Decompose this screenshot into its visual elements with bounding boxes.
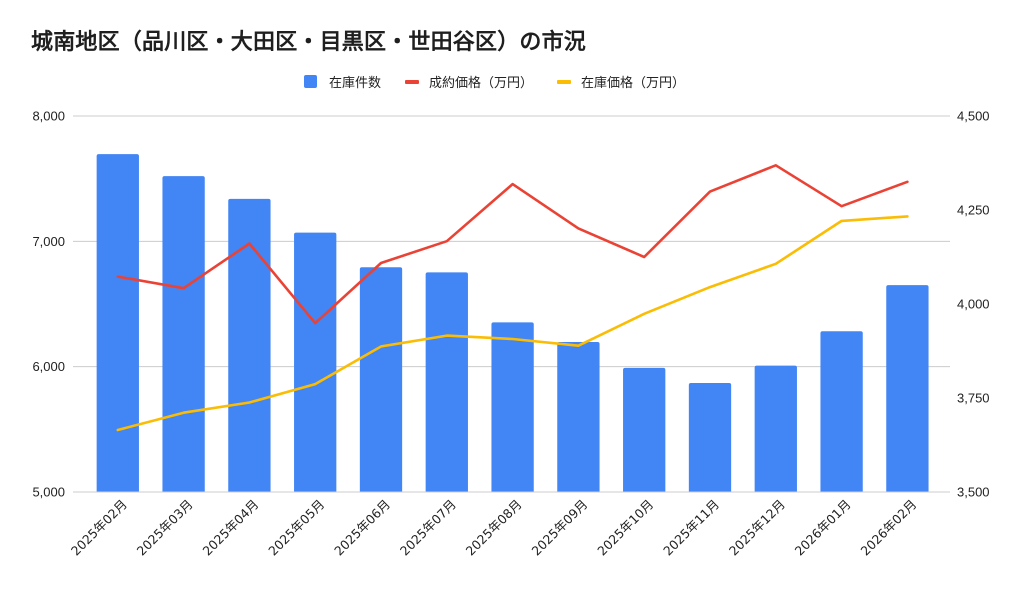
x-axis-labels: 2025年02月 2025年03月 2025年04月 2025年05月 2025年06月… (68, 497, 920, 559)
x-axis-tick-label: 2025年08月 (463, 497, 525, 559)
bar[interactable] (754, 365, 797, 492)
line-series-path[interactable] (116, 164, 909, 325)
legend-swatch-yellow-line-icon (557, 79, 572, 84)
legend-label: 在庫件数 (329, 76, 382, 91)
left-axis-tick-label: 5,000 (32, 485, 65, 500)
x-axis-tick-label: 2025年09月 (528, 497, 590, 559)
right-axis-tick-label: 3,500 (957, 485, 990, 500)
right-axis-tick-label: 4,500 (957, 109, 990, 124)
bar[interactable] (557, 341, 600, 492)
bar[interactable] (359, 267, 403, 492)
legend-item-closed-price[interactable]: 成約価格（万円） (405, 72, 533, 91)
x-axis-tick-label: 2026年02月 (857, 497, 919, 559)
x-axis-tick-label: 2025年02月 (68, 497, 130, 559)
legend-swatch-blue-box-icon (304, 75, 317, 88)
bar[interactable] (162, 176, 205, 492)
x-axis-tick-label: 2025年12月 (726, 497, 788, 559)
x-axis-tick-label: 2025年05月 (265, 497, 327, 559)
right-axis-tick-label: 4,250 (957, 203, 990, 218)
x-axis-tick-label: 2025年06月 (331, 497, 393, 559)
x-axis-tick-label: 2025年03月 (134, 497, 196, 559)
bar[interactable] (688, 382, 732, 492)
x-axis-tick-label: 2026年01月 (792, 497, 854, 559)
left-axis-tick-label: 6,000 (32, 359, 65, 374)
x-axis-tick-label: 2025年11月 (660, 497, 722, 559)
line-series-path[interactable] (116, 215, 909, 432)
left-axis-tick-label: 7,000 (32, 234, 65, 249)
right-axis-tick-label: 4,000 (957, 297, 990, 312)
bar[interactable] (228, 198, 271, 492)
bar[interactable] (623, 367, 666, 492)
chart-title: 城南地区（品川区・大田区・目黒区・世田谷区）の市況 (31, 30, 587, 55)
bar[interactable] (294, 232, 337, 492)
left-axis-tick-label: 8,000 (32, 109, 65, 124)
legend-label: 成約価格（万円） (429, 76, 534, 91)
x-axis-tick-label: 2025年04月 (199, 497, 261, 559)
bar[interactable] (886, 285, 929, 492)
line-series (116, 164, 909, 432)
chart-legend: 在庫件数 成約価格（万円） 在庫価格（万円） (304, 72, 709, 91)
x-axis-tick-label: 2025年10月 (594, 497, 656, 559)
right-axis-tick-label: 3,750 (957, 391, 990, 406)
legend-item-inventory-count[interactable]: 在庫件数 (304, 72, 381, 91)
legend-label: 在庫価格（万円） (581, 76, 686, 91)
x-axis-tick-label: 2025年07月 (397, 497, 459, 559)
bar[interactable] (425, 272, 468, 492)
bar[interactable] (96, 154, 139, 493)
bar-series-inventory-count (96, 154, 929, 493)
right-axis-labels: 3,500 3,750 4,000 4,250 4,500 (957, 109, 990, 500)
bar[interactable] (491, 322, 534, 492)
left-axis-labels: 5,000 6,000 7,000 8,000 (32, 109, 65, 500)
bar[interactable] (820, 331, 863, 492)
legend-item-inventory-price[interactable]: 在庫価格（万円） (557, 72, 685, 91)
legend-swatch-red-line-icon (405, 79, 420, 84)
